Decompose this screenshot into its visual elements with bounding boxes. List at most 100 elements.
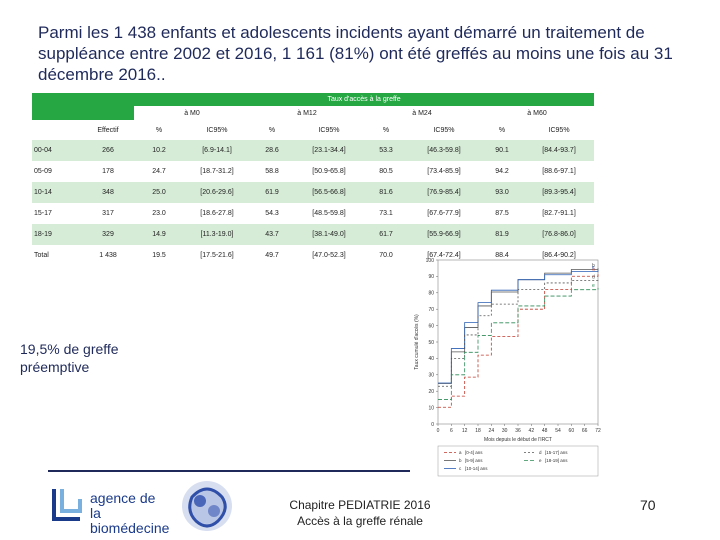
table-row: 15-17 317 23.0 [18.6-27.8] 54.3 [48.5-59… bbox=[32, 203, 594, 224]
preemptive-note: 19,5% de greffe préemptive bbox=[20, 341, 119, 375]
table-cell: [11.3-19.0] bbox=[184, 224, 250, 245]
table-cell: 25.0 bbox=[134, 182, 184, 203]
series-marker-label: b bbox=[592, 263, 595, 269]
footer-divider bbox=[48, 470, 410, 472]
y-tick-label: 10 bbox=[428, 405, 434, 411]
x-tick-label: 24 bbox=[489, 428, 495, 434]
table-cell: 61.7 bbox=[364, 224, 408, 245]
table-cell: [18.6-27.8] bbox=[200, 210, 234, 217]
table-cell: [76.8-86.0] bbox=[524, 224, 595, 245]
y-tick-label: 90 bbox=[428, 274, 434, 280]
series-marker-label: d bbox=[592, 275, 595, 281]
y-tick-label: 100 bbox=[426, 258, 435, 264]
column-header: % bbox=[382, 126, 390, 134]
table-cell: 317 bbox=[102, 210, 114, 217]
table-cell: 53.3 bbox=[364, 140, 408, 161]
footer-chapter: Chapitre PEDIATRIE 2016 Accès à la greff… bbox=[270, 497, 450, 529]
access-rate-table: Taux d'accès à la greffe à M0 à M12 à M2… bbox=[32, 93, 595, 266]
y-axis-label: Taux cumulé d'accès (%) bbox=[414, 314, 420, 370]
table-row: Total 1 438 19.5 [17.5-21.6] 49.7 [47.0-… bbox=[32, 245, 594, 266]
y-tick-label: 30 bbox=[428, 373, 434, 379]
column-header: Effectif bbox=[97, 126, 119, 134]
table-cell: 19.5 bbox=[152, 252, 166, 259]
y-tick-label: 50 bbox=[428, 340, 434, 346]
table-cell: [17.5-21.6] bbox=[200, 252, 234, 259]
table-cell: [20.6-29.6] bbox=[184, 182, 250, 203]
table-cell: [6.9-14.1] bbox=[184, 140, 250, 161]
table-cell: 14.9 bbox=[134, 224, 184, 245]
series-line-a bbox=[438, 271, 599, 408]
series-marker-label: a bbox=[592, 266, 595, 272]
table-cell: 266 bbox=[82, 140, 134, 161]
table-cell: 93.0 bbox=[480, 182, 524, 203]
x-tick-label: 36 bbox=[515, 428, 521, 434]
table-cell: 90.1 bbox=[480, 140, 524, 161]
table-cell: [47.0-52.3] bbox=[312, 252, 346, 259]
table-row: 18-19 329 14.9 [11.3-19.0] 43.7 [38.1-49… bbox=[32, 224, 595, 245]
table-cell: 43.7 bbox=[250, 224, 294, 245]
x-tick-label: 48 bbox=[542, 428, 548, 434]
table-cell: 54.3 bbox=[265, 210, 279, 217]
table-cell: 73.1 bbox=[379, 210, 393, 217]
column-header: IC95% bbox=[548, 126, 570, 134]
row-label: Total bbox=[34, 252, 49, 259]
logo-line-1: agence de la bbox=[90, 490, 156, 521]
table-cell: 10.2 bbox=[134, 140, 184, 161]
y-tick-label: 40 bbox=[428, 356, 434, 362]
table-row: 10-14 348 25.0 [20.6-29.6] 61.9 [56.5-66… bbox=[32, 182, 595, 203]
column-header: % bbox=[268, 126, 276, 134]
column-header: % bbox=[498, 126, 506, 134]
x-tick-label: 54 bbox=[555, 428, 561, 434]
column-header: IC95% bbox=[206, 126, 228, 134]
table-cell: 88.4 bbox=[495, 252, 509, 259]
table-cell: [67.6-77.9] bbox=[427, 210, 461, 217]
table-cell: 49.7 bbox=[265, 252, 279, 259]
x-tick-label: 66 bbox=[582, 428, 588, 434]
legend-entry: [18-19] ans bbox=[545, 458, 568, 463]
table-cell: [38.1-49.0] bbox=[294, 224, 364, 245]
legend-entry: [0-4] ans bbox=[465, 450, 483, 455]
table-cell: [86.4-90.2] bbox=[542, 252, 576, 259]
table-cell: [55.9-66.9] bbox=[408, 224, 480, 245]
slide-title: Parmi les 1 438 enfants et adolescents i… bbox=[38, 23, 673, 84]
x-tick-label: 12 bbox=[462, 428, 468, 434]
column-header: % bbox=[155, 126, 163, 134]
x-tick-label: 42 bbox=[529, 428, 535, 434]
table-cell: 87.5 bbox=[495, 210, 509, 217]
table-row: 00-04 266 10.2 [6.9-14.1] 28.6 [23.1-34.… bbox=[32, 140, 595, 161]
table-cell: [67.4-72.4] bbox=[427, 252, 461, 259]
table-cell: [82.7-91.1] bbox=[542, 210, 576, 217]
x-tick-label: 6 bbox=[450, 428, 453, 434]
table-cell: [89.3-95.4] bbox=[524, 182, 595, 203]
legend-marker: a bbox=[459, 450, 462, 455]
table-cell: [56.5-66.8] bbox=[294, 182, 364, 203]
series-marker-label: e bbox=[592, 283, 595, 289]
series-line-d bbox=[438, 279, 599, 387]
row-label: 15-17 bbox=[34, 210, 52, 217]
table-cell: [88.6-97.1] bbox=[542, 168, 576, 175]
table-cell: 70.0 bbox=[379, 252, 393, 259]
table-cell: 80.5 bbox=[379, 168, 393, 175]
table-cell: [23.1-34.4] bbox=[294, 140, 364, 161]
table-super-header: Taux d'accès à la greffe bbox=[134, 93, 595, 106]
x-tick-label: 18 bbox=[475, 428, 481, 434]
y-tick-label: 80 bbox=[428, 291, 434, 297]
table-cell: [48.5-59.8] bbox=[312, 210, 346, 217]
series-line-c bbox=[438, 269, 599, 384]
table-cell: [46.3-59.8] bbox=[408, 140, 480, 161]
renal-emblem-icon bbox=[182, 481, 232, 531]
x-tick-label: 30 bbox=[502, 428, 508, 434]
row-label: 00-04 bbox=[32, 140, 82, 161]
legend-entry: [10-14] ans bbox=[465, 466, 488, 471]
logo-line-2: biomédecine bbox=[90, 520, 170, 536]
legend-entry: [5-9] ans bbox=[465, 458, 483, 463]
table-cell: [73.4-85.9] bbox=[427, 168, 461, 175]
x-axis-label: Mois depuis le début de l'IRCT bbox=[484, 437, 552, 443]
period-header: à M12 bbox=[250, 106, 364, 120]
y-tick-label: 20 bbox=[428, 389, 434, 395]
footer-line-1: Chapitre PEDIATRIE 2016 bbox=[289, 498, 431, 512]
table-cell: 81.9 bbox=[480, 224, 524, 245]
cumulative-access-chart: 0 10 20 30 40 50 60 70 80 90 100 0 6 12 18 24 30 36 42 48 5… bbox=[410, 258, 610, 480]
x-tick-label: 72 bbox=[595, 428, 601, 434]
table-cell: [76.9-85.4] bbox=[408, 182, 480, 203]
